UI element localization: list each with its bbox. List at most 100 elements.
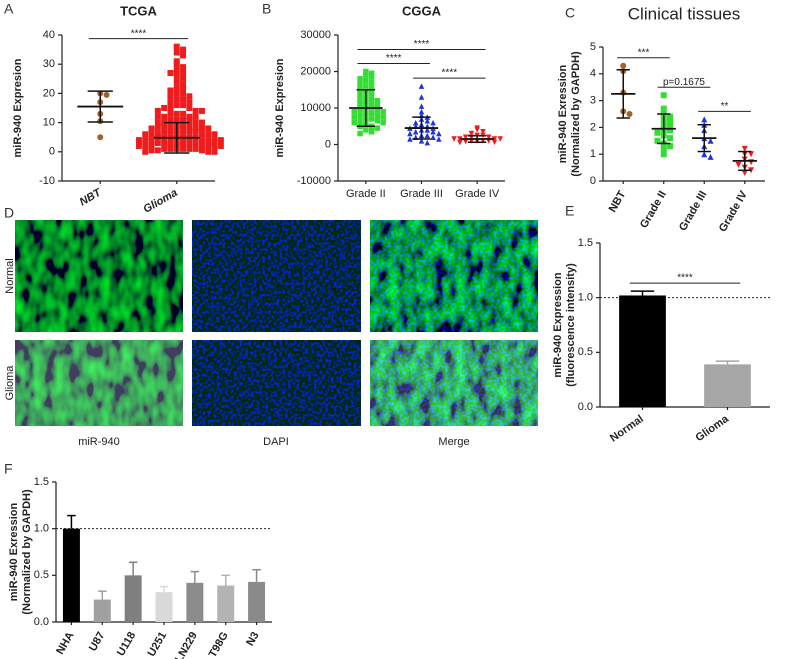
data-point bbox=[748, 151, 755, 158]
data-point bbox=[368, 90, 375, 97]
data-point bbox=[180, 69, 187, 76]
significance-label: **** bbox=[442, 68, 458, 79]
data-point bbox=[198, 147, 205, 154]
panel-letter: C bbox=[565, 5, 575, 21]
data-point bbox=[667, 113, 674, 120]
data-point bbox=[148, 142, 155, 149]
data-point bbox=[407, 136, 413, 142]
panel-letter: D bbox=[4, 205, 14, 221]
data-point bbox=[198, 125, 205, 132]
data-point bbox=[186, 99, 193, 106]
data-point bbox=[357, 112, 363, 119]
data-point bbox=[103, 91, 110, 98]
data-point bbox=[211, 142, 218, 149]
data-point bbox=[701, 116, 708, 123]
data-point bbox=[167, 105, 174, 111]
data-point bbox=[192, 140, 199, 147]
panel-letter: F bbox=[4, 461, 13, 477]
y-tick-label: 0 bbox=[325, 138, 331, 150]
data-point bbox=[161, 122, 168, 129]
micrograph bbox=[370, 220, 538, 332]
significance-label: ** bbox=[721, 101, 729, 112]
data-point bbox=[186, 128, 193, 135]
data-point bbox=[380, 108, 386, 115]
data-point bbox=[424, 139, 431, 146]
column-label: DAPI bbox=[263, 436, 289, 448]
data-point bbox=[167, 140, 174, 147]
data-point bbox=[135, 137, 142, 144]
data-point bbox=[363, 72, 369, 78]
data-point bbox=[457, 139, 463, 146]
data-point bbox=[192, 107, 199, 114]
data-point bbox=[142, 148, 149, 155]
data-point bbox=[161, 105, 168, 111]
data-point bbox=[148, 137, 155, 144]
y-tick-label: 0.0 bbox=[34, 616, 49, 628]
data-point bbox=[363, 77, 369, 84]
data-point bbox=[154, 113, 161, 120]
x-tick-label: Grade IV bbox=[455, 188, 500, 200]
y-tick-label: 0 bbox=[590, 175, 596, 187]
x-tick-label: U118 bbox=[115, 630, 138, 658]
data-point bbox=[142, 131, 149, 138]
data-point bbox=[368, 110, 375, 117]
bar bbox=[186, 582, 204, 622]
significance-label: *** bbox=[638, 47, 650, 58]
data-point bbox=[424, 127, 431, 133]
y-axis-label: (Normalized by GAPDH) bbox=[570, 51, 582, 177]
micrograph bbox=[370, 340, 538, 426]
data-point bbox=[167, 93, 174, 100]
data-point bbox=[173, 84, 180, 91]
data-point bbox=[148, 125, 155, 132]
data-point bbox=[173, 43, 180, 50]
panel-letter: E bbox=[565, 203, 574, 219]
bar bbox=[217, 585, 235, 622]
data-point bbox=[491, 136, 498, 142]
x-tick-label: N3 bbox=[244, 630, 261, 648]
data-point bbox=[180, 84, 187, 91]
data-point bbox=[436, 130, 442, 137]
data-point bbox=[368, 128, 375, 135]
data-point bbox=[451, 136, 457, 142]
data-point bbox=[430, 134, 436, 140]
data-point bbox=[380, 114, 386, 120]
data-point bbox=[161, 140, 168, 147]
significance-label: **** bbox=[414, 39, 430, 50]
data-point bbox=[167, 110, 174, 117]
chart-title: Clinical tissues bbox=[628, 4, 740, 23]
data-point bbox=[148, 131, 155, 138]
y-axis-label: miR-940 Exression bbox=[8, 503, 20, 602]
data-point bbox=[173, 78, 180, 85]
data-point bbox=[173, 49, 180, 56]
data-point bbox=[205, 148, 212, 155]
bar bbox=[93, 599, 111, 622]
data-point bbox=[368, 96, 375, 102]
data-point bbox=[418, 83, 425, 89]
bar bbox=[62, 528, 80, 622]
data-point bbox=[186, 145, 193, 152]
data-point bbox=[368, 85, 375, 91]
data-point bbox=[707, 153, 714, 160]
data-point bbox=[654, 137, 661, 144]
data-point bbox=[180, 75, 187, 82]
data-point bbox=[211, 148, 218, 155]
data-point bbox=[198, 119, 205, 126]
data-point bbox=[357, 107, 363, 113]
data-point bbox=[626, 111, 633, 117]
x-tick-label: LN229 bbox=[173, 630, 200, 659]
data-point bbox=[357, 92, 363, 98]
data-point bbox=[180, 102, 187, 109]
data-point bbox=[173, 110, 180, 117]
data-point bbox=[167, 122, 174, 129]
data-point bbox=[374, 103, 381, 109]
y-tick-label: 1.0 bbox=[578, 292, 593, 304]
data-point bbox=[485, 134, 492, 140]
data-point bbox=[424, 118, 431, 124]
y-tick-label: 20000 bbox=[300, 65, 331, 77]
data-point bbox=[180, 110, 187, 117]
data-point bbox=[374, 107, 381, 113]
significance-label: **** bbox=[386, 53, 402, 64]
data-point bbox=[660, 151, 667, 158]
data-point bbox=[186, 122, 193, 129]
y-tick-label: 0 bbox=[49, 146, 55, 158]
